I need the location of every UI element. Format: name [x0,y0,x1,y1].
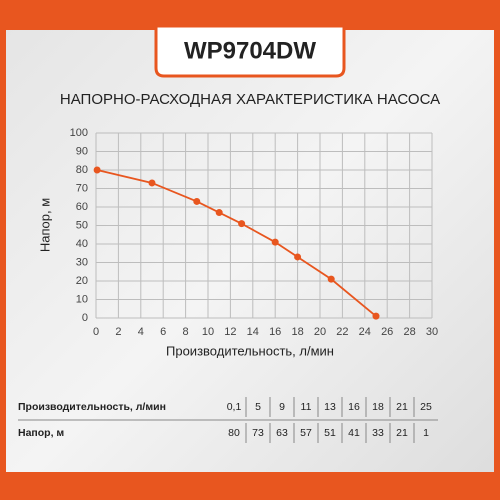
x-tick-label: 30 [426,326,438,338]
point [372,312,380,320]
row-header: Производительность, л/мин [18,401,166,413]
table-cell: 51 [324,427,336,439]
table-cell: 63 [276,427,288,439]
table-cell: 80 [228,427,240,439]
y-tick-label: 30 [76,256,88,268]
chart-title: НАПОРНО-РАСХОДНАЯ ХАРАКТЕРИСТИКА НАСОСА [60,91,440,108]
y-tick-label: 80 [76,164,88,176]
y-tick-label: 20 [76,275,88,287]
y-tick-label: 0 [82,312,88,324]
y-tick-label: 50 [76,219,88,231]
x-tick-label: 18 [291,326,303,338]
x-tick-label: 22 [336,326,348,338]
table-cell: 5 [255,401,261,413]
table-cell: 11 [301,401,312,413]
x-tick-label: 4 [138,326,144,338]
right-border [494,0,500,500]
x-tick-label: 24 [359,326,371,338]
y-tick-label: 70 [76,182,88,194]
table-cell: 9 [279,401,285,413]
y-tick-label: 60 [76,201,88,213]
table-cell: 21 [396,427,408,439]
banner-title: WP9704DW [184,37,316,64]
point [148,179,156,187]
point [271,238,279,246]
point [238,220,246,228]
table-cell: 0,1 [227,401,242,413]
x-tick-label: 20 [314,326,326,338]
table-cell: 13 [324,401,336,413]
bottom-band [0,472,500,500]
x-tick-label: 10 [202,326,214,338]
table-cell: 16 [348,401,360,413]
y-tick-label: 10 [76,293,88,305]
table-cell: 57 [300,427,312,439]
point [294,253,302,261]
x-tick-label: 8 [183,326,189,338]
x-tick-label: 2 [115,326,121,338]
table-cell: 1 [423,427,429,439]
x-tick-label: 6 [160,326,166,338]
point [327,275,335,283]
table-cell: 41 [348,427,360,439]
table-cell: 18 [372,401,384,413]
y-tick-label: 100 [70,127,88,139]
table-cell: 33 [372,427,384,439]
table-cell: 25 [420,401,432,413]
left-border [0,0,6,500]
point [193,197,201,205]
x-tick-label: 0 [93,326,99,338]
row-header: Напор, м [18,427,64,439]
x-tick-label: 12 [224,326,236,338]
y-tick-label: 40 [76,238,88,250]
table-cell: 73 [252,427,264,439]
x-tick-label: 14 [247,326,259,338]
table-cell: 21 [396,401,408,413]
x-tick-label: 28 [403,326,415,338]
y-axis-label: Напор, м [37,198,52,252]
point [93,166,101,174]
point [215,209,223,217]
x-tick-label: 16 [269,326,281,338]
x-tick-label: 26 [381,326,393,338]
table: Производительность, л/мин 0,1 5 9 11 13 16 18 21… [18,397,438,443]
y-tick-label: 90 [76,145,88,157]
x-axis-label: Производительность, л/мин [166,343,334,358]
banner [154,24,346,78]
